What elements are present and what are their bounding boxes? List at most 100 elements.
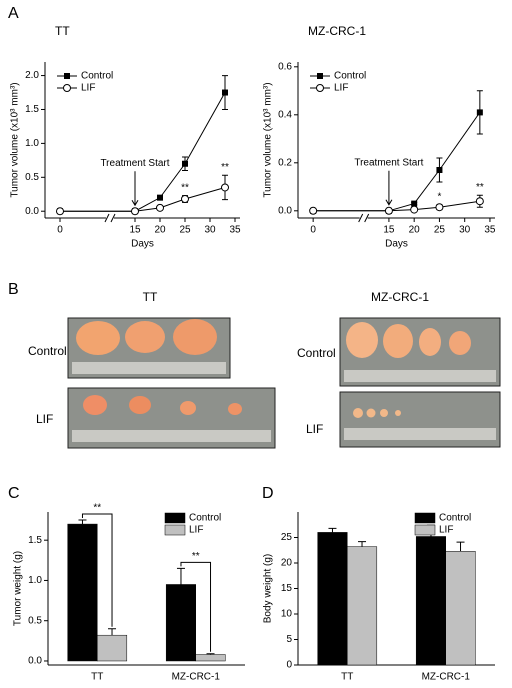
x-tick-label: 30 <box>459 225 471 236</box>
error-bar <box>358 541 367 547</box>
significance-bracket <box>180 561 212 652</box>
x-tick-label: 20 <box>409 225 421 236</box>
x-tick-label: 35 <box>229 225 241 236</box>
error-bar <box>328 527 337 533</box>
legend-label: LIF <box>81 83 95 94</box>
marker <box>157 194 163 201</box>
bar <box>445 551 476 666</box>
bar <box>165 584 196 662</box>
x-tick-label: 25 <box>434 225 446 236</box>
marker <box>131 207 139 216</box>
error-bar <box>108 628 117 636</box>
axis-break-gap <box>106 212 114 224</box>
x-tick-label: MZ-CRC-1 <box>422 672 471 683</box>
y-tick-label: 10 <box>281 609 293 620</box>
x-axis-label: Days <box>385 239 408 250</box>
line <box>60 92 226 212</box>
y-tick-label: 0.5 <box>28 615 42 626</box>
marker <box>222 89 228 96</box>
y-tick-label: 5 <box>286 634 292 645</box>
marker <box>410 205 419 214</box>
marker <box>435 203 444 212</box>
marker <box>182 160 188 167</box>
marker <box>221 183 229 192</box>
legend-label: Control <box>189 513 221 524</box>
legend-label: LIF <box>334 83 348 94</box>
y-axis-label: Body weight (g) <box>263 554 274 623</box>
marker <box>309 206 318 215</box>
error-bar <box>456 541 465 552</box>
marker <box>476 109 483 116</box>
legend-swatch <box>164 512 186 524</box>
annotation: Treatment Start <box>354 157 423 168</box>
significance: ** <box>181 182 189 193</box>
x-tick-label: 15 <box>129 225 141 236</box>
annotation-arrow <box>385 170 393 206</box>
chart-title: MZ-CRC-1 <box>308 24 366 38</box>
x-tick-label: TT <box>91 672 103 683</box>
x-tick-label: 15 <box>383 225 395 236</box>
legend-marker <box>316 84 324 92</box>
x-tick-label: 20 <box>154 225 166 236</box>
significance: ** <box>476 182 484 193</box>
legend-label: LIF <box>189 525 203 536</box>
x-axis-label: Days <box>131 239 154 250</box>
marker <box>411 200 418 207</box>
photo-row: LIF <box>36 412 53 426</box>
y-tick-label: 0.5 <box>25 172 39 183</box>
y-tick-label: 1.5 <box>25 104 39 115</box>
x-tick-label: MZ-CRC-1 <box>172 672 221 683</box>
significance: * <box>437 191 441 202</box>
bar <box>97 634 128 662</box>
line <box>313 200 480 212</box>
x-tick-label: 30 <box>204 225 216 236</box>
marker <box>181 195 189 204</box>
y-tick-label: 2.0 <box>25 70 39 81</box>
photo-column: TT <box>143 290 158 304</box>
axis-break <box>104 213 116 223</box>
y-tick-label: 1.0 <box>28 575 42 586</box>
bar <box>415 536 447 666</box>
panel-label: B <box>8 281 19 298</box>
panel-label: A <box>8 5 19 22</box>
photo-column: MZ-CRC-1 <box>371 290 429 304</box>
photo-row: Control <box>28 344 67 358</box>
y-tick-label: 0.0 <box>278 205 292 216</box>
significance-bracket <box>81 513 113 627</box>
marker <box>475 197 484 206</box>
marker <box>436 167 443 173</box>
y-tick-label: 25 <box>281 532 293 543</box>
y-tick-label: 1.0 <box>25 138 39 149</box>
error-bar <box>78 519 87 525</box>
legend-swatch <box>414 512 436 524</box>
y-tick-label: 1.5 <box>28 535 42 546</box>
y-axis-label: Tumor weight (g) <box>13 551 24 626</box>
y-tick-label: 0.6 <box>278 61 292 72</box>
legend-marker <box>317 73 323 79</box>
y-axis-label: Tumor volume (x10³ mm³) <box>263 82 274 197</box>
legend-marker <box>64 73 70 79</box>
axis-break <box>358 213 370 223</box>
x-tick-label: 0 <box>57 225 63 236</box>
significance: ** <box>192 551 200 562</box>
bar <box>347 546 378 666</box>
y-axis-label: Tumor volume (x10³ mm³) <box>10 82 21 197</box>
y-tick-label: 20 <box>281 558 293 569</box>
photo <box>67 317 501 449</box>
x-tick-label: 0 <box>310 225 316 236</box>
legend-label: Control <box>81 71 113 82</box>
panel-label: C <box>8 485 20 502</box>
panel-label: D <box>262 485 274 502</box>
marker <box>56 207 64 216</box>
y-tick-label: 15 <box>281 583 293 594</box>
y-tick-label: 0 <box>286 660 292 671</box>
y-tick-label: 0.2 <box>278 157 292 168</box>
marker <box>384 206 393 215</box>
significance: ** <box>221 162 229 173</box>
y-tick-label: 0.4 <box>278 109 292 120</box>
axis-break-gap <box>359 212 368 224</box>
legend-label: Control <box>334 71 366 82</box>
marker <box>156 203 164 212</box>
y-tick-label: 0.0 <box>25 206 39 217</box>
